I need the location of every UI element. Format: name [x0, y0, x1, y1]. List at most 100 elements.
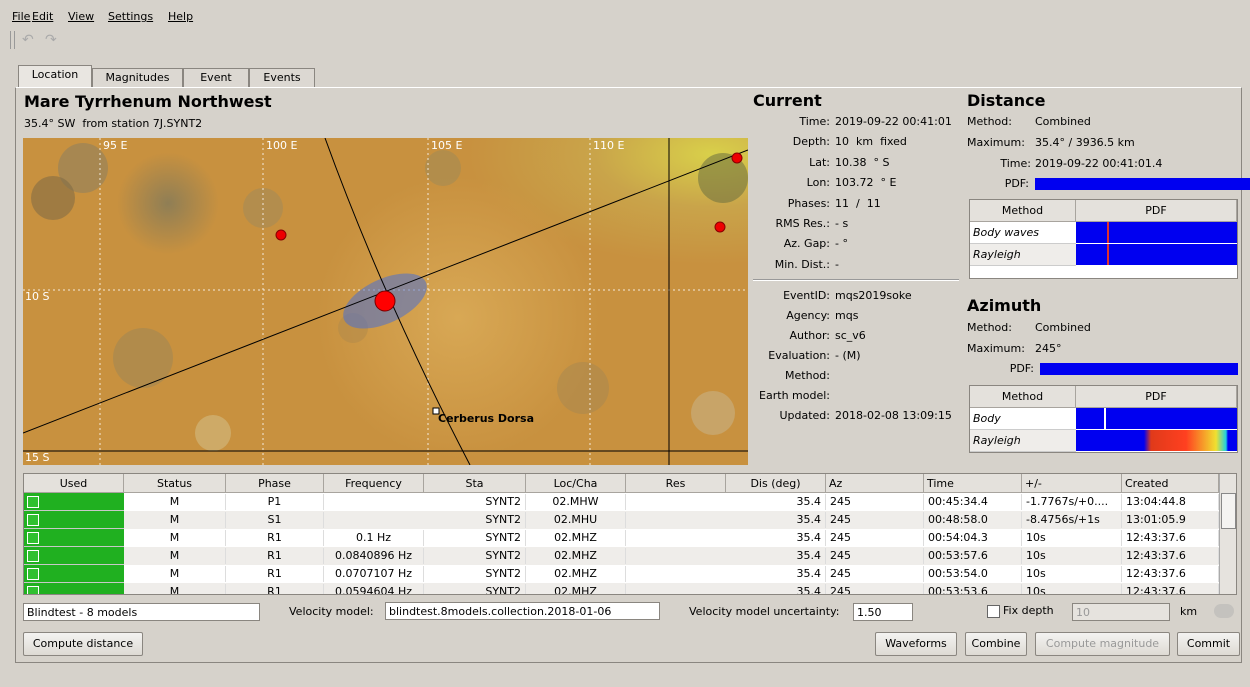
pdf-bar: [1035, 178, 1250, 190]
fix-depth-label[interactable]: Fix depth: [1003, 604, 1054, 617]
pdf-cell: [1076, 244, 1237, 265]
comment-icon: [1214, 604, 1234, 618]
method-cell: Rayleigh: [970, 244, 1076, 266]
table-cell: M: [124, 512, 226, 528]
table-cell: 12:43:37.6: [1122, 548, 1219, 564]
table-cell: 35.4: [726, 494, 826, 510]
table-cell: SYNT2: [424, 512, 526, 528]
table-cell: M: [124, 548, 226, 564]
tab[interactable]: Events: [249, 68, 315, 87]
menu-item[interactable]: Settings: [108, 10, 154, 23]
field-value: 11 / 11: [835, 196, 881, 210]
field-label: Method:: [967, 115, 1012, 128]
uncertainty-spin[interactable]: 1.50: [853, 603, 913, 621]
button[interactable]: Compute distance: [23, 632, 143, 656]
button[interactable]: Compute magnitude: [1035, 632, 1170, 656]
velocity-combo[interactable]: blindtest.8models.collection.2018-01-06: [385, 602, 660, 620]
feature-label: Cerberus Dorsa: [438, 412, 534, 425]
pdf-bar: [1040, 363, 1238, 375]
menu-item[interactable]: Help: [168, 10, 194, 23]
column-header[interactable]: +/-: [1022, 474, 1122, 493]
scroll-thumb[interactable]: [1221, 493, 1236, 529]
button[interactable]: Commit: [1177, 632, 1240, 656]
scrollbar[interactable]: [1219, 474, 1236, 594]
used-checkbox[interactable]: [27, 550, 39, 562]
field-value: Combined: [1035, 115, 1091, 128]
tab[interactable]: Magnitudes: [92, 68, 183, 87]
field-label: Maximum:: [967, 342, 1025, 355]
table-cell: 10s: [1022, 566, 1122, 582]
table-cell: P1: [226, 494, 324, 510]
column-header[interactable]: Az: [826, 474, 924, 493]
field-value: 2019-09-22 00:41:01: [835, 115, 952, 128]
used-checkbox[interactable]: [27, 496, 39, 508]
pdf-label: PDF:: [1009, 362, 1034, 375]
velocity-label: Velocity model:: [289, 605, 374, 618]
table-cell: 0.1 Hz: [324, 530, 424, 546]
terrain-patch: [691, 391, 735, 435]
field-value: Combined: [1035, 321, 1091, 334]
column-header[interactable]: Used: [24, 474, 124, 493]
table-cell: -1.7767s/+0....: [1022, 494, 1122, 510]
phase-table: Used Status Phase Frequency Sta Loc/Cha Res Dis…: [23, 473, 1237, 595]
column-header[interactable]: Dis (deg): [726, 474, 826, 493]
column-header[interactable]: Phase: [226, 474, 324, 493]
field-label: Updated:: [779, 409, 830, 422]
menu-item[interactable]: View: [68, 10, 95, 23]
terrain-patch: [698, 153, 748, 203]
map-canvas[interactable]: 95 E 100 E 105 E 110 E 10 S 15 S Cerberus Dors…: [23, 138, 748, 465]
field-value: -: [835, 257, 839, 271]
table-cell: 13:01:05.9: [1122, 512, 1219, 528]
depth-combo[interactable]: 10: [1072, 603, 1170, 621]
button[interactable]: Combine: [965, 632, 1027, 656]
field-label: Time:: [1000, 157, 1031, 170]
table-cell: 0.0707107 Hz: [324, 566, 424, 582]
table-cell: 02.MHZ: [526, 566, 626, 582]
latitude-label: 10 S: [25, 290, 49, 303]
region-title: Mare Tyrrhenum Northwest: [24, 92, 272, 111]
column-header[interactable]: Time: [924, 474, 1022, 493]
column-header[interactable]: Res: [626, 474, 726, 493]
used-checkbox[interactable]: [27, 568, 39, 580]
pdf-table: Method PDF Body Rayleigh: [969, 385, 1238, 453]
table-cell: 02.MHW: [526, 494, 626, 510]
column-header[interactable]: Frequency: [324, 474, 424, 493]
field-label: Method:: [785, 369, 830, 382]
table-cell: 02.MHU: [526, 512, 626, 528]
column-header[interactable]: Status: [124, 474, 226, 493]
event-marker: [374, 290, 396, 312]
fix-depth-checkbox[interactable]: [987, 605, 1000, 618]
menu-item[interactable]: File: [12, 10, 31, 23]
model-set-combo[interactable]: Blindtest - 8 models: [23, 603, 260, 621]
table-header: Method: [970, 200, 1076, 222]
tab[interactable]: Event: [183, 68, 249, 87]
row-band: [124, 547, 1219, 565]
table-cell: 02.MHZ: [526, 548, 626, 564]
depth-unit: km: [1180, 605, 1198, 618]
used-checkbox[interactable]: [27, 532, 39, 544]
table-cell: 245: [826, 494, 924, 510]
toolbar-separator: [10, 31, 15, 49]
table-cell: SYNT2: [424, 548, 526, 564]
table-cell: 35.4: [726, 566, 826, 582]
table-cell: M: [124, 530, 226, 546]
column-header[interactable]: Created: [1122, 474, 1219, 493]
button[interactable]: Waveforms: [875, 632, 957, 656]
table-cell: 00:53:54.0: [924, 566, 1022, 582]
menu-item[interactable]: Edit: [32, 10, 54, 23]
column-header[interactable]: Sta: [424, 474, 526, 493]
column-header[interactable]: Loc/Cha: [526, 474, 626, 493]
tab[interactable]: Location: [18, 65, 92, 88]
used-checkbox[interactable]: [27, 514, 39, 526]
used-checkbox[interactable]: [27, 586, 39, 594]
separator: [753, 279, 959, 281]
field-label: Lat:: [809, 155, 830, 169]
station-marker: [731, 152, 743, 164]
table-cell: 245: [826, 566, 924, 582]
table-cell: 0.0594604 Hz: [324, 584, 424, 594]
terrain-patch: [31, 176, 75, 220]
used-cell: [24, 547, 124, 565]
section-title: Distance: [967, 91, 1046, 110]
field-value: - °: [835, 237, 848, 251]
table-cell: M: [124, 566, 226, 582]
